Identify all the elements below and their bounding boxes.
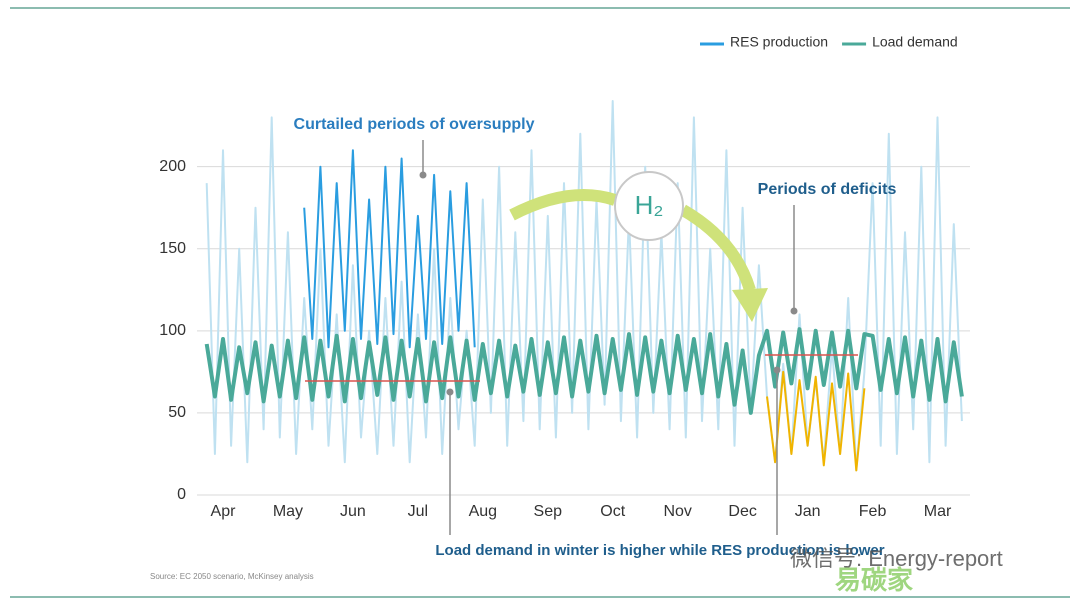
x-tick-label: Apr bbox=[211, 503, 237, 520]
h2-arrow bbox=[509, 189, 617, 221]
annotation: Periods of deficits bbox=[758, 181, 897, 198]
x-tick-label: Jul bbox=[408, 503, 428, 520]
annotation: Load demand in winter is higher while RE… bbox=[435, 542, 884, 559]
x-tick-label: Feb bbox=[859, 503, 887, 520]
pointer-dot bbox=[773, 366, 781, 374]
grid: 0 50 100 150 200 Apr May Jun Jul Aug Sep Oct Nov Dec J… bbox=[159, 158, 970, 520]
series-line bbox=[766, 370, 866, 472]
x-tick-label: Aug bbox=[469, 503, 497, 520]
x-tick-label: Oct bbox=[600, 503, 625, 520]
y-tick-label: 150 bbox=[159, 240, 186, 257]
watermark: 微信号: Energy-report bbox=[790, 546, 1003, 571]
annotations: H₂ Curtailed periods of oversupply Perio… bbox=[150, 116, 1003, 595]
plot-area bbox=[204, 100, 964, 472]
watermark: 易碳家 bbox=[835, 565, 913, 595]
series-line bbox=[205, 100, 963, 472]
pointer-dot bbox=[790, 307, 798, 315]
arrow-head bbox=[732, 288, 768, 322]
y-tick-label: 100 bbox=[159, 322, 186, 339]
pointer-dot bbox=[419, 171, 427, 179]
h2-badge bbox=[614, 171, 684, 241]
source: Source: EC 2050 scenario, McKinsey analy… bbox=[150, 572, 314, 581]
x-tick-label: Nov bbox=[663, 503, 691, 520]
y-tick-label: 0 bbox=[177, 486, 186, 503]
h2-label: H₂ bbox=[635, 190, 664, 220]
x-tick-label: Mar bbox=[924, 503, 952, 520]
x-tick-label: Jan bbox=[795, 503, 821, 520]
legend-label: RES production bbox=[730, 34, 828, 50]
pointer-dot bbox=[446, 388, 454, 396]
h2-arrow bbox=[679, 204, 756, 292]
x-tick-label: Sep bbox=[534, 503, 563, 520]
y-tick-label: 50 bbox=[168, 404, 186, 421]
annotation: Curtailed periods of oversupply bbox=[294, 116, 535, 133]
x-tick-label: May bbox=[273, 503, 303, 520]
y-tick-label: 200 bbox=[159, 158, 186, 175]
series-line bbox=[204, 327, 964, 415]
x-tick-label: Dec bbox=[728, 503, 756, 520]
x-tick-label: Jun bbox=[340, 503, 366, 520]
legend-label: Load demand bbox=[872, 34, 958, 50]
series-line bbox=[303, 149, 476, 349]
legend: RES production Load demand bbox=[700, 34, 958, 50]
